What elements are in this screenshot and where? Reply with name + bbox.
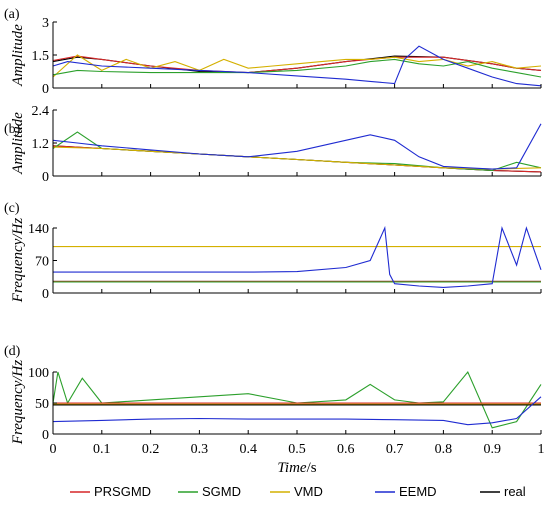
x-tick-label: 0.2 <box>142 442 160 457</box>
y-tick-label: 0 <box>42 428 49 443</box>
x-tick-label: 0 <box>50 442 57 457</box>
series-line-eemd-2 <box>52 123 542 170</box>
series-line-eemd-4 <box>52 396 542 426</box>
x-tick-label: 0.7 <box>386 442 404 457</box>
panel-label: (b) <box>4 122 21 137</box>
y-tick-label: 1.5 <box>32 49 50 64</box>
panel-label: (d) <box>4 344 21 359</box>
x-tick-label: 1 <box>538 442 545 457</box>
x-tick-label: 0.1 <box>93 442 111 457</box>
y-axis-label-name: Amplitude <box>10 112 26 175</box>
x-axis-label: Time/s <box>277 460 316 476</box>
y-axis-label: Frequency/Hz <box>10 218 26 304</box>
y-tick-label: 70 <box>35 255 49 270</box>
series-line-vmd-1 <box>52 54 542 78</box>
y-tick-label: 1.2 <box>32 137 50 152</box>
y-tick-label: 0 <box>42 287 49 302</box>
legend-entry-vmd: VMD <box>294 484 323 499</box>
y-tick-label: 140 <box>28 222 49 237</box>
panel-label: (a) <box>4 7 20 22</box>
x-tick-label: 0.8 <box>435 442 453 457</box>
series-line-prsgmd-1 <box>52 55 542 74</box>
legend-entry-sgmd: SGMD <box>202 484 241 499</box>
y-tick-label: 0 <box>42 170 49 185</box>
x-axis-label-name: Time <box>277 460 307 476</box>
x-axis-label-unit: /s <box>307 460 317 476</box>
y-axis-label-name: Frequency <box>10 380 26 445</box>
series-line-eemd-1 <box>52 45 542 87</box>
panel-label: (c) <box>4 201 20 216</box>
x-tick-label: 0.9 <box>483 442 501 457</box>
y-axis-label-unit: /Hz <box>10 360 26 382</box>
legend-entry-prsgmd: PRSGMD <box>94 484 151 499</box>
legend-entry-eemd: EEMD <box>399 484 437 499</box>
y-axis-label-unit: /Hz <box>10 218 26 240</box>
y-axis-label: Amplitude <box>10 112 26 175</box>
y-axis-label-name: Amplitude <box>10 24 26 87</box>
y-axis-label-name: Frequency <box>10 238 26 303</box>
series-line-sgmd-4 <box>52 370 542 429</box>
series-line-eemd-3 <box>53 225 542 288</box>
x-tick-label: 0.6 <box>337 442 355 457</box>
y-axis-label: Frequency/Hz <box>10 360 26 446</box>
series-line-vmd-2 <box>52 146 542 170</box>
x-tick-label: 0.4 <box>239 442 257 457</box>
y-tick-label: 0 <box>42 82 49 97</box>
legend-entry-real: real <box>504 484 526 499</box>
x-tick-label: 0.3 <box>191 442 209 457</box>
x-tick-label: 0.5 <box>288 442 306 457</box>
y-axis-label: Amplitude <box>10 24 26 87</box>
y-tick-label: 2.4 <box>32 104 50 119</box>
y-tick-label: 50 <box>35 397 49 412</box>
y-tick-label: 3 <box>42 16 49 31</box>
series-line-sgmd-1 <box>52 58 542 78</box>
y-tick-label: 100 <box>28 366 49 381</box>
